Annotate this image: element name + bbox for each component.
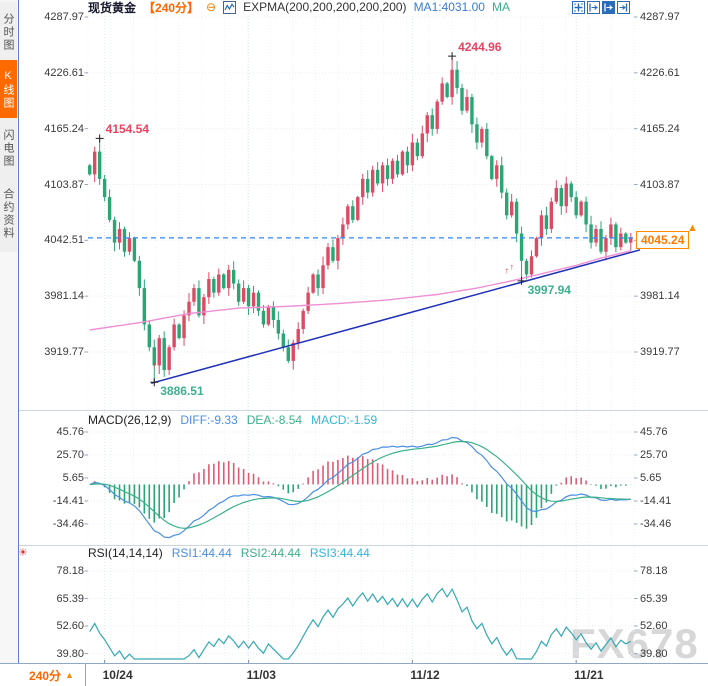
rsi-axis-label-left: 65.39: [56, 592, 84, 605]
rsi-axis-label-left: 39.80: [56, 647, 84, 660]
main-axis-label-left: 4042.51: [44, 234, 84, 247]
rsi-axis-label-right: 52.60: [640, 620, 668, 632]
main-chart-header: 现货黄金 【240分】 ⊖ EXPMA(200,200,200,200,200)…: [88, 0, 510, 15]
period-label: 【240分】: [143, 0, 200, 15]
current-price-tag: 4045.24: [636, 231, 690, 249]
main-axis-label-right: 4103.87: [640, 178, 680, 191]
indicator-name: EXPMA(200,200,200,200,200): [243, 0, 407, 14]
ma1-value: MA1:4031.00: [413, 0, 485, 14]
sidebar-tab-2[interactable]: K线图: [0, 60, 17, 120]
period-selector-arrow-icon: ▲: [65, 670, 74, 680]
date-axis-label: 11/21: [574, 668, 604, 682]
main-axis-label-left: 4287.97: [44, 11, 84, 23]
symbol-name: 现货黄金: [88, 0, 137, 15]
bottom-bar: 240分 ▲ 10/24 11/03 11/12 11/21: [0, 663, 708, 686]
date-axis-label: 10/24: [102, 668, 133, 682]
rsi-axis-label-right: 39.80: [640, 647, 668, 660]
macd-axis-label-right: -14.41: [640, 494, 672, 507]
zoom-range-left-icon[interactable]: [587, 1, 600, 14]
sun-icon[interactable]: ☀: [18, 547, 28, 559]
macd-header: MACD(26,12,9) DIFF:-9.33 DEA:-8.54 MACD:…: [88, 413, 377, 427]
chart-toolbar: [572, 1, 630, 14]
rsi-axis-label-right: 65.39: [640, 592, 668, 605]
macd-dea-value: DEA:-8.54: [246, 413, 303, 427]
period-selector-label: 240分: [29, 668, 62, 683]
crosshair-icon[interactable]: [572, 1, 585, 14]
sidebar-tab-4[interactable]: 合约资料: [0, 176, 17, 252]
main-axis-label-left: 4103.87: [44, 178, 84, 191]
macd-axis-label-left: 45.76: [56, 426, 84, 438]
svg-text:↑: ↑: [152, 360, 157, 370]
svg-text:↑: ↑: [510, 262, 515, 272]
price-annotation: 4244.96: [458, 40, 502, 55]
macd-axis-label-right: -34.46: [640, 517, 672, 530]
ma-label: MA: [491, 0, 510, 14]
macd-axis-label-left: -14.41: [52, 494, 84, 507]
zoom-range-right-icon-active[interactable]: [602, 1, 615, 14]
date-axis-label: 11/03: [246, 668, 276, 682]
main-axis-label-right: 4165.24: [640, 122, 680, 135]
rsi-title: RSI(14,14,14): [88, 546, 163, 560]
main-axis-label-left: 4226.61: [44, 66, 84, 79]
macd-axis-label-left: 25.70: [56, 449, 84, 461]
macd-macd-value: MACD:-1.59: [311, 413, 378, 427]
main-axis-label-left: 3981.14: [44, 290, 84, 303]
main-axis-label-left: 4165.24: [44, 122, 84, 135]
expma-chart-icon[interactable]: [223, 0, 237, 14]
price-up-arrow-icon: ▲: [687, 222, 698, 234]
collapse-icon[interactable]: ⊖: [206, 0, 217, 14]
rsi-header: RSI(14,14,14) RSI1:44.44 RSI2:44.44 RSI3…: [88, 546, 370, 560]
sidebar-tab-3[interactable]: 闪电图: [0, 118, 17, 178]
main-axis-label-left: 3919.77: [44, 346, 84, 358]
main-axis-label-right: 4226.61: [640, 66, 680, 79]
period-selector[interactable]: 240分 ▲: [18, 664, 86, 686]
price-annotation: 3886.51: [160, 384, 204, 399]
rsi1-value: RSI1:44.44: [171, 546, 232, 560]
macd-axis-label-right: 45.76: [640, 426, 668, 438]
rsi3-value: RSI3:44.44: [309, 546, 370, 560]
macd-axis-label-right: 5.65: [640, 471, 662, 484]
rsi2-value: RSI2:44.44: [240, 546, 301, 560]
svg-text:↑: ↑: [505, 266, 510, 276]
rsi-axis-label-right: 78.18: [640, 565, 668, 577]
date-axis-label: 11/12: [410, 668, 440, 682]
macd-diff-value: DIFF:-9.33: [180, 413, 238, 427]
main-axis-label-right: 3981.14: [640, 290, 680, 303]
price-annotation: 4154.54: [105, 122, 150, 137]
pane-shift-icon[interactable]: [617, 1, 630, 14]
sidebar-tab-1[interactable]: 分时图: [0, 2, 17, 62]
macd-title: MACD(26,12,9): [88, 413, 172, 427]
macd-axis-label-left: -34.46: [52, 517, 84, 530]
rsi-axis-label-left: 78.18: [56, 565, 84, 577]
price-annotation: 3997.94: [527, 282, 571, 297]
sidebar: 分时图 K线图 闪电图 合约资料: [0, 0, 19, 663]
main-axis-label-right: 4287.97: [640, 11, 680, 23]
rsi-axis-label-left: 52.60: [56, 620, 84, 632]
main-axis-label-right: 3919.77: [640, 346, 680, 358]
macd-axis-label-right: 25.70: [640, 449, 668, 461]
macd-axis-label-left: 5.65: [62, 471, 84, 484]
